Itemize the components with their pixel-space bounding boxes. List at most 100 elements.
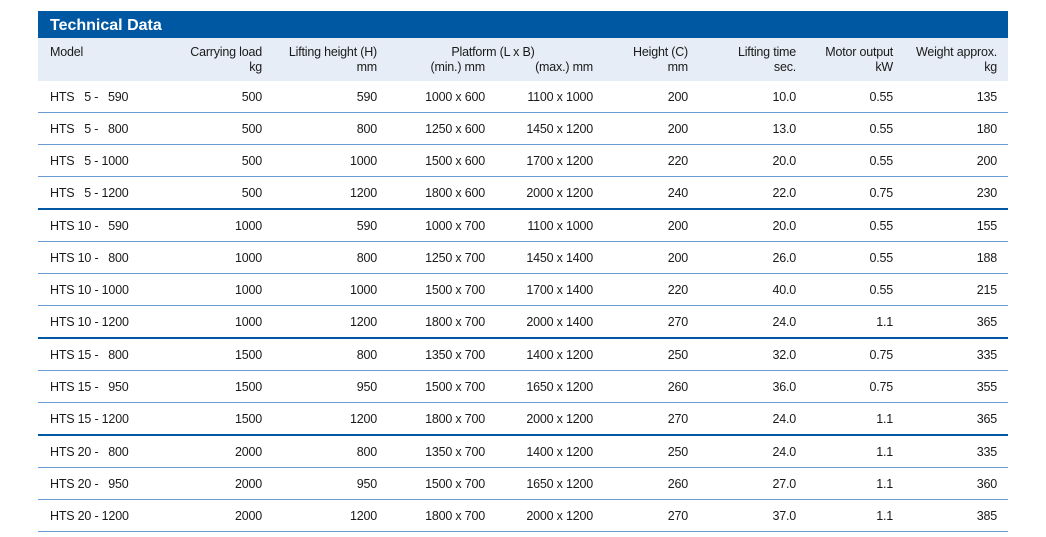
cell-platform-max: 2000 x 1200 — [493, 176, 602, 210]
cell-carrying-load: 500 — [170, 112, 270, 145]
cell-motor-output: 0.55 — [804, 273, 902, 306]
unit-height: mm — [667, 60, 689, 74]
table-title: Technical Data — [38, 11, 1008, 38]
cell-model: HTS 5 - 800 — [38, 112, 170, 145]
cell-platform-max: 1700 x 1400 — [493, 273, 602, 306]
cell-model: HTS 5 - 590 — [38, 81, 170, 113]
cell-platform-min: 1350 x 700 — [385, 435, 493, 468]
cell-model: HTS 15 - 1200 — [38, 402, 170, 436]
table-row: HTS 20 - 800 2000 800 1350 x 700 1400 x 1200… — [38, 435, 1009, 468]
cell-height: 270 — [601, 499, 697, 532]
cell-motor-output: 0.55 — [804, 112, 902, 145]
cell-carrying-load: 1000 — [170, 209, 270, 242]
cell-platform-min: 1250 x 600 — [385, 112, 493, 145]
cell-model: HTS 10 - 590 — [38, 209, 170, 242]
cell-weight: 200 — [901, 144, 1009, 177]
cell-model: HTS 10 - 1200 — [38, 305, 170, 339]
cell-weight: 365 — [901, 305, 1009, 339]
cell-weight: 180 — [901, 112, 1009, 145]
cell-lifting-time: 24.0 — [696, 305, 805, 339]
cell-lifting-height: 590 — [270, 81, 385, 113]
cell-lifting-time: 40.0 — [696, 273, 805, 306]
cell-platform-max: 2000 x 1200 — [493, 402, 602, 436]
cell-motor-output: 1.1 — [804, 402, 902, 436]
cell-platform-min: 1800 x 700 — [385, 499, 493, 532]
cell-lifting-height: 1000 — [270, 273, 385, 306]
header-platform: Platform (L x B) — [451, 45, 535, 59]
cell-carrying-load: 500 — [170, 176, 270, 210]
cell-carrying-load: 2000 — [170, 467, 270, 500]
table-row: HTS 20 - 950 2000 950 1500 x 700 1650 x 1200… — [38, 467, 1009, 500]
table-row: HTS 10 - 1000 1000 1000 1500 x 700 1700 x 14… — [38, 273, 1009, 306]
cell-motor-output: 0.55 — [804, 144, 902, 177]
cell-lifting-time: 37.0 — [696, 499, 805, 532]
table-row: HTS 15 - 950 1500 950 1500 x 700 1650 x 1200… — [38, 370, 1009, 403]
cell-model: HTS 10 - 800 — [38, 241, 170, 274]
cell-lifting-height: 800 — [270, 241, 385, 274]
cell-height: 270 — [601, 402, 697, 436]
cell-lifting-height: 950 — [270, 370, 385, 403]
cell-height: 250 — [601, 435, 697, 468]
unit-platform-min: (min.) mm — [430, 60, 486, 74]
cell-carrying-load: 1500 — [170, 338, 270, 371]
table-row: HTS 15 - 800 1500 800 1350 x 700 1400 x 1200… — [38, 338, 1009, 371]
cell-lifting-time: 24.0 — [696, 402, 805, 436]
cell-motor-output: 0.75 — [804, 176, 902, 210]
cell-lifting-time: 20.0 — [696, 144, 805, 177]
cell-lifting-height: 800 — [270, 435, 385, 468]
cell-weight: 360 — [901, 467, 1009, 500]
unit-platform-max: (max.) mm — [535, 60, 594, 74]
cell-model: HTS 20 - 950 — [38, 467, 170, 500]
cell-lifting-height: 1200 — [270, 402, 385, 436]
cell-lifting-height: 1000 — [270, 144, 385, 177]
header-model: Model — [50, 45, 84, 59]
cell-height: 200 — [601, 209, 697, 242]
header-lifting-time: Lifting time — [737, 45, 797, 59]
unit-motor-output: kW — [875, 60, 894, 74]
cell-model: HTS 5 - 1200 — [38, 176, 170, 210]
cell-height: 270 — [601, 305, 697, 339]
cell-motor-output: 1.1 — [804, 435, 902, 468]
cell-motor-output: 0.55 — [804, 209, 902, 242]
cell-carrying-load: 2000 — [170, 499, 270, 532]
cell-platform-min: 1350 x 700 — [385, 338, 493, 371]
cell-platform-min: 1000 x 600 — [385, 81, 493, 113]
cell-weight: 365 — [901, 402, 1009, 436]
cell-lifting-time: 36.0 — [696, 370, 805, 403]
table-body: HTS 5 - 590 500 590 1000 x 600 1100 x 1000 20… — [38, 81, 1009, 532]
cell-lifting-height: 950 — [270, 467, 385, 500]
cell-carrying-load: 500 — [170, 81, 270, 113]
cell-height: 220 — [601, 144, 697, 177]
cell-weight: 230 — [901, 176, 1009, 210]
cell-platform-max: 1450 x 1400 — [493, 241, 602, 274]
cell-lifting-time: 24.0 — [696, 435, 805, 468]
cell-lifting-time: 20.0 — [696, 209, 805, 242]
cell-carrying-load: 1000 — [170, 305, 270, 339]
cell-lifting-time: 10.0 — [696, 81, 805, 113]
cell-height: 260 — [601, 467, 697, 500]
header-height: Height (C) — [633, 45, 689, 59]
cell-motor-output: 1.1 — [804, 467, 902, 500]
table-row: HTS 10 - 1200 1000 1200 1800 x 700 2000 x 14… — [38, 305, 1009, 339]
cell-platform-max: 1650 x 1200 — [493, 370, 602, 403]
cell-lifting-height: 1200 — [270, 499, 385, 532]
unit-model — [38, 60, 170, 81]
cell-weight: 335 — [901, 435, 1009, 468]
technical-data-table: Model Carrying load Lifting height (H) P… — [38, 38, 1009, 532]
cell-platform-max: 1700 x 1200 — [493, 144, 602, 177]
unit-lifting-time: sec. — [773, 60, 797, 74]
header-weight: Weight approx. — [915, 45, 998, 59]
cell-height: 200 — [601, 81, 697, 113]
cell-platform-max: 1100 x 1000 — [493, 81, 602, 113]
cell-weight: 355 — [901, 370, 1009, 403]
cell-carrying-load: 1500 — [170, 370, 270, 403]
table-row: HTS 15 - 1200 1500 1200 1800 x 700 2000 x 12… — [38, 402, 1009, 436]
cell-model: HTS 20 - 800 — [38, 435, 170, 468]
cell-height: 260 — [601, 370, 697, 403]
cell-platform-max: 1650 x 1200 — [493, 467, 602, 500]
cell-motor-output: 0.75 — [804, 370, 902, 403]
cell-platform-max: 1100 x 1000 — [493, 209, 602, 242]
cell-carrying-load: 1000 — [170, 273, 270, 306]
cell-motor-output: 0.55 — [804, 241, 902, 274]
unit-carrying-load: kg — [249, 60, 262, 74]
